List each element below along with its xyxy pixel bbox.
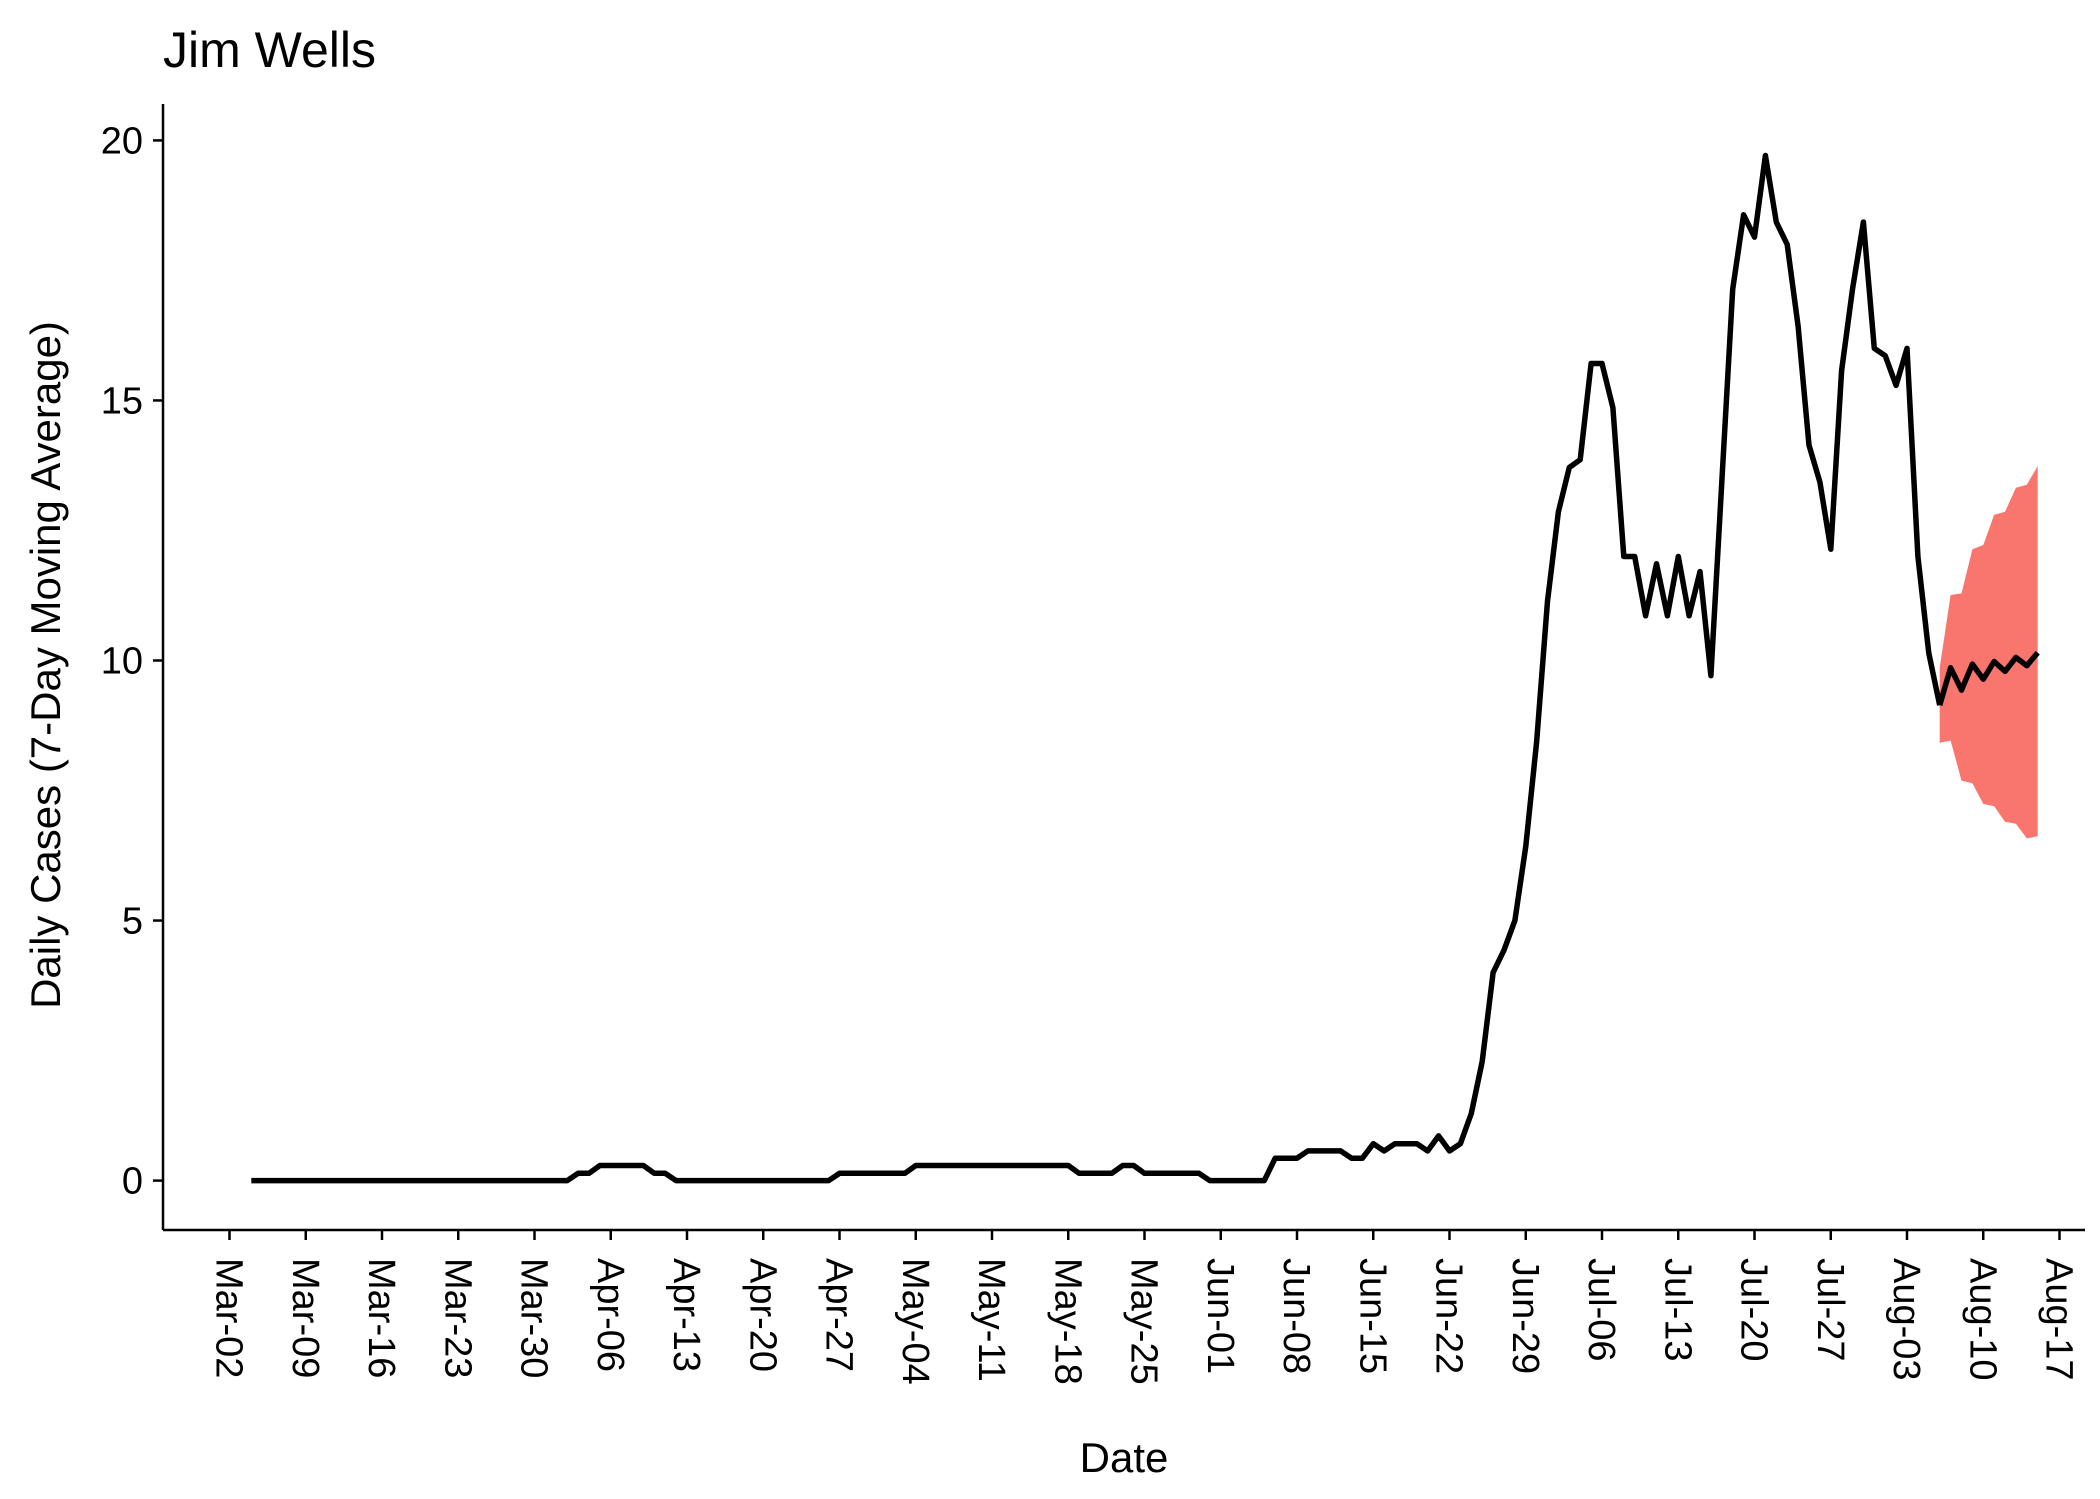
series-line-0: [251, 152, 1943, 1184]
x-tick-label: Jul-20: [1733, 1258, 1775, 1362]
x-tick-label: Jun-01: [1199, 1258, 1241, 1374]
x-tick-label: Jul-13: [1656, 1258, 1698, 1362]
y-tick-layer: 0 5 10 15 20: [101, 120, 163, 1203]
y-tick-label: 15: [101, 380, 143, 422]
x-axis-title: Date: [1080, 1434, 1169, 1481]
y-tick-label: 5: [122, 901, 143, 943]
x-tick-label: Mar-16: [360, 1258, 402, 1378]
forecast-band-layer: [1939, 466, 2038, 839]
series-line-layer: [251, 152, 2040, 1184]
x-tick-layer: Mar-02 Mar-09 Mar-16 Mar-23 Mar-30 Apr-06 Apr-…: [208, 1230, 2080, 1385]
x-tick-label: Apr-27: [818, 1258, 860, 1372]
y-tick-label: 20: [101, 120, 143, 162]
x-tick-label: Jun-22: [1428, 1258, 1470, 1374]
x-tick-label: Mar-02: [208, 1258, 250, 1378]
x-tick-label: May-25: [1123, 1258, 1165, 1385]
x-tick-label: May-11: [970, 1258, 1012, 1382]
x-tick-label: Mar-23: [436, 1258, 478, 1378]
y-tick-label: 10: [101, 640, 143, 682]
x-tick-label: Jun-08: [1275, 1258, 1317, 1374]
x-tick-label: May-04: [894, 1258, 936, 1385]
x-tick-label: Apr-06: [589, 1258, 631, 1372]
x-tick-label: Jul-27: [1809, 1258, 1851, 1362]
series-line-1: [1937, 650, 2040, 706]
x-tick-label: Jun-15: [1351, 1258, 1393, 1374]
forecast-band-1: [1939, 466, 2038, 839]
x-tick-label: Mar-30: [513, 1258, 555, 1378]
y-tick-label: 0: [122, 1161, 143, 1203]
x-tick-label: Mar-09: [284, 1258, 326, 1378]
x-tick-label: Jun-29: [1504, 1258, 1546, 1374]
x-tick-label: Jul-06: [1580, 1258, 1622, 1362]
x-tick-label: May-18: [1046, 1258, 1088, 1385]
x-tick-label: Apr-20: [741, 1258, 783, 1372]
x-tick-label: Aug-03: [1885, 1258, 1927, 1381]
chart-title: Jim Wells: [163, 22, 376, 78]
y-axis-title: Daily Cases (7-Day Moving Average): [22, 321, 69, 1009]
x-tick-label: Aug-10: [1961, 1258, 2003, 1381]
x-tick-label: Apr-13: [665, 1258, 707, 1372]
x-tick-label: Aug-17: [2038, 1258, 2080, 1381]
